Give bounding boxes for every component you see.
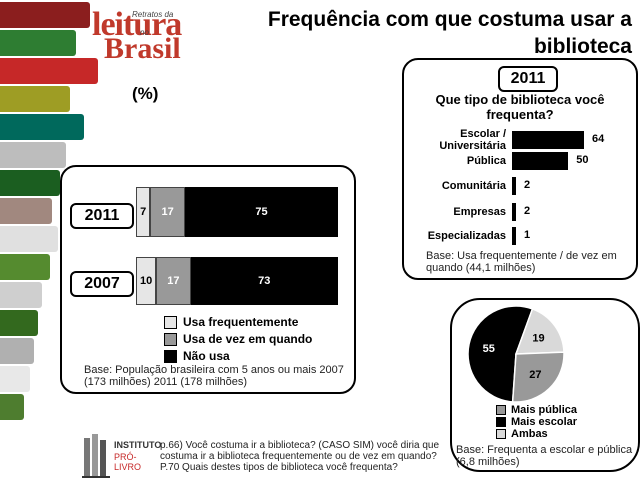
book-spine [0, 254, 50, 280]
institute-name: INSTITUTO [114, 440, 162, 450]
stacked-bar-2011: 7 17 75 [136, 187, 338, 237]
hbar-value-label: 2 [524, 205, 531, 217]
hbar-category-label: Pública [466, 155, 506, 167]
hbar-category-label: Especializadas [427, 230, 506, 242]
legend-swatch [496, 405, 506, 415]
hbar-value-label: 64 [592, 133, 605, 145]
pie-slice [511, 351, 565, 403]
pie-legend-item: Ambas [496, 428, 577, 440]
library-type-panel: 2011 Que tipo de biblioteca você frequen… [402, 58, 638, 280]
pie-legend: Mais pública Mais escolar Ambas [496, 404, 577, 440]
legend-item-never: Não usa [164, 349, 230, 363]
year-label-2011: 2011 [498, 66, 558, 92]
pie-slice [467, 305, 534, 403]
logo: Retratos da leitura no Brasil [92, 6, 182, 72]
seg-never: 75 [184, 187, 338, 237]
institute-logo: INSTITUTO PRÓ-LIVRO [82, 430, 161, 478]
seg-never: 73 [190, 257, 338, 305]
pie-legend-item: Mais escolar [496, 416, 577, 428]
pie-chart: 55 19 27 [467, 305, 565, 403]
hbar-category-label: Escolar / Universitária [439, 128, 506, 152]
book-spine [0, 2, 90, 28]
book-spine [0, 198, 52, 224]
book-spine [0, 226, 58, 252]
legend-item-frequent: Usa frequentemente [164, 315, 298, 329]
pie-panel: 55 19 27 Mais pública Mais escolar Ambas Bas… [450, 298, 640, 472]
legend-swatch [496, 417, 506, 427]
chart-question: Que tipo de biblioteca você frequenta? [435, 92, 605, 122]
logo-word-leitura: leitura [92, 6, 182, 43]
hbar [512, 227, 516, 245]
legend-label: Usa de vez em quando [183, 332, 313, 346]
book-spine [0, 114, 84, 140]
book-spine [0, 170, 60, 196]
book-spine [0, 58, 98, 84]
hbar-chart: Escolar / Universitária 64 Pública 50 Comuni… [404, 60, 636, 278]
legend-item-sometimes: Usa de vez em quando [164, 332, 312, 346]
legend-label: Ambas [511, 428, 548, 440]
hbar [512, 177, 516, 195]
pie-slice-label: 19 [532, 333, 544, 345]
legend-swatch [164, 315, 177, 329]
hbar [512, 131, 584, 149]
logo-word-brasil: Brasil [104, 32, 181, 65]
year-label-2011: 2011 [70, 203, 134, 229]
seg-sometimes: 17 [150, 187, 185, 237]
institute-sub: PRÓ-LIVRO [114, 452, 142, 472]
year-label-2007: 2007 [70, 271, 134, 297]
legend-label: Usa frequentemente [183, 315, 299, 329]
pie-legend-item: Mais pública [496, 404, 577, 416]
hbar-category-label: Empresas [453, 206, 506, 218]
book-spine [0, 366, 30, 392]
stacked-bar-2007: 10 17 73 [136, 257, 338, 305]
legend-swatch [496, 429, 506, 439]
book-spine [0, 282, 42, 308]
seg-frequent: 7 [136, 187, 151, 237]
base-note: Base: População brasileira com 5 anos ou… [84, 364, 344, 388]
hbar-value-label: 50 [576, 154, 589, 166]
hbar-value-label: 1 [524, 229, 531, 241]
hbar [512, 152, 569, 170]
title-line-1: Frequência com que costuma usar a [267, 8, 632, 31]
hbar-category-label: Comunitária [441, 180, 506, 192]
base-note: Base: Usa frequentemente / de vez em qua… [426, 250, 617, 274]
usage-frequency-panel: 2011 7 17 75 2007 10 17 73 Usa frequentement… [60, 165, 356, 394]
hbar-value-label: 2 [524, 179, 531, 191]
pie-slice-label: 55 [483, 343, 495, 355]
page-title: Frequência com que costuma usar a biblio… [162, 6, 632, 60]
legend-label: Mais escolar [511, 416, 578, 428]
books-decoration [0, 0, 118, 488]
base-note: Base: Frequenta a escolar e pública (6,8… [456, 444, 633, 468]
percent-label: (%) [132, 84, 159, 103]
legend-label: Não usa [183, 349, 230, 363]
question-footnote: p.66) Você costuma ir a biblioteca? (CAS… [160, 440, 440, 473]
book-spine [0, 310, 38, 336]
hbar [512, 203, 516, 221]
seg-frequent: 10 [136, 257, 157, 305]
pie-slice [514, 307, 565, 355]
book-spine [0, 142, 66, 168]
book-spine [0, 394, 24, 420]
pie-slice-label: 27 [529, 369, 541, 381]
logo-small-text: no [140, 28, 149, 37]
legend-label: Mais pública [511, 404, 578, 416]
logo-small-text: Retratos da [132, 10, 174, 19]
title-line-2: biblioteca [533, 35, 632, 58]
institute-icon [82, 434, 110, 478]
book-spine [0, 338, 34, 364]
legend-swatch [164, 332, 177, 346]
book-spine [0, 30, 76, 56]
legend-swatch [164, 349, 177, 363]
seg-sometimes: 17 [156, 257, 191, 305]
book-spine [0, 86, 70, 112]
